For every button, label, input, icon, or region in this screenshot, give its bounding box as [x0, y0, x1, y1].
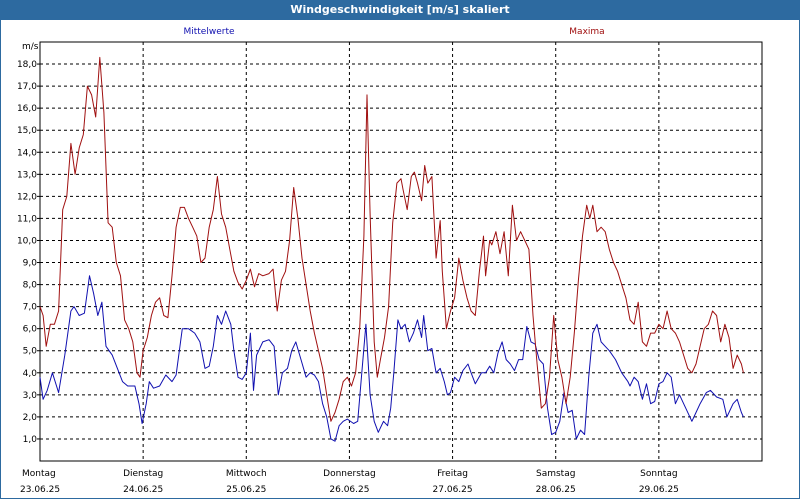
y-tick-label: 7,0 — [23, 303, 38, 313]
x-tick-date: 25.06.25 — [226, 485, 266, 495]
series-line-mittelwerte — [39, 275, 744, 442]
y-tick-label: 2,0 — [23, 413, 38, 423]
x-tick-date: 26.06.25 — [329, 485, 369, 495]
y-tick-label: 3,0 — [23, 391, 38, 401]
y-tick-label: 14,0 — [17, 148, 37, 158]
x-tick-date: 27.06.25 — [433, 485, 473, 495]
y-tick-label: 11,0 — [17, 214, 37, 224]
y-axis-unit: m/s — [22, 42, 39, 52]
x-tick-day: Mittwoch — [226, 469, 267, 479]
y-tick-label: 9,0 — [23, 259, 38, 269]
y-tick-label: 13,0 — [17, 170, 37, 180]
y-tick-label: 6,0 — [23, 325, 38, 335]
y-tick-label: 16,0 — [17, 104, 37, 114]
x-tick-date: 29.06.25 — [639, 485, 679, 495]
plot-area — [39, 41, 763, 462]
legend-mean: Mittelwerte — [183, 27, 234, 37]
x-tick-day: Freitag — [437, 469, 468, 479]
legend-max: Maxima — [569, 27, 604, 37]
x-tick-day: Dienstag — [123, 469, 163, 479]
y-tick-label: 4,0 — [23, 369, 38, 379]
x-tick-day: Donnerstag — [323, 469, 376, 479]
x-tick-day: Montag — [22, 469, 56, 479]
x-tick-date: 24.06.25 — [123, 485, 163, 495]
y-tick-label: 10,0 — [17, 236, 37, 246]
x-tick-date: 28.06.25 — [536, 485, 576, 495]
chart-title: Windgeschwindigkeit [m/s] skaliert — [0, 0, 800, 20]
x-tick-date: 23.06.25 — [20, 485, 60, 495]
y-tick-label: 12,0 — [17, 192, 37, 202]
y-tick-label: 17,0 — [17, 82, 37, 92]
x-tick-day: Sonntag — [640, 469, 677, 479]
y-tick-label: 1,0 — [23, 435, 38, 445]
y-tick-label: 18,0 — [17, 60, 37, 70]
x-tick-day: Samstag — [536, 469, 575, 479]
y-tick-label: 5,0 — [23, 347, 38, 357]
y-tick-label: 8,0 — [23, 281, 38, 291]
series-line-maxima — [39, 56, 744, 422]
y-tick-label: 15,0 — [17, 126, 37, 136]
